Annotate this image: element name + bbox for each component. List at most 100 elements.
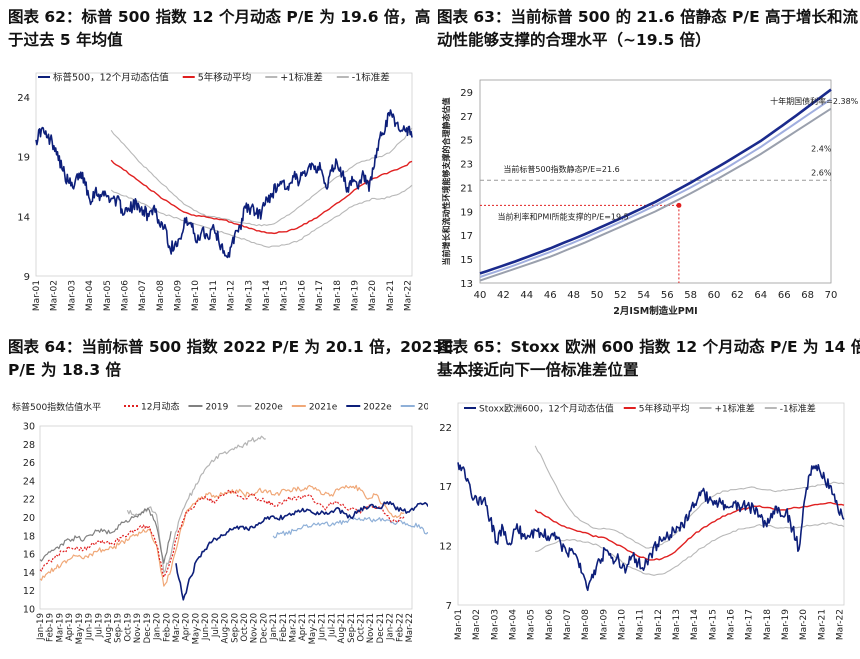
y-tick-label: 7 xyxy=(446,601,452,612)
x-tick-label: Oct-21 xyxy=(357,613,367,642)
x-tick-label: Jan-22 xyxy=(386,613,396,641)
x-tick-label: 56 xyxy=(661,290,674,301)
y-tick-label: 26 xyxy=(23,458,35,469)
x-tick-label: Nov-20 xyxy=(250,613,260,643)
y-tick-label: 12 xyxy=(439,542,452,553)
x-tick-label: Jul-21 xyxy=(327,613,337,638)
x-tick-label: May-19 xyxy=(75,613,85,644)
x-tick-label: Mar-10 xyxy=(191,280,201,311)
legend-entry: 2020e xyxy=(254,403,283,413)
x-tick-label: 54 xyxy=(637,290,650,301)
series-line xyxy=(479,107,832,282)
x-tick-label: Mar-22 xyxy=(405,613,415,642)
legend-entry: 标普500，12个月动态估值 xyxy=(53,72,169,84)
x-tick-label: Jun-19 xyxy=(85,613,95,641)
x-tick-label: Mar-16 xyxy=(726,609,736,640)
x-tick-label: Mar-01 xyxy=(454,609,464,640)
x-tick-label: 64 xyxy=(754,290,767,301)
series-line xyxy=(457,462,845,592)
x-tick-label: Jan-19 xyxy=(36,613,46,641)
x-tick-label: 50 xyxy=(591,290,604,301)
x-tick-label: 40 xyxy=(474,290,487,301)
legend-entry: -1标准差 xyxy=(780,403,816,415)
x-tick-label: Mar-04 xyxy=(85,280,95,311)
x-tick-label: 48 xyxy=(567,290,580,301)
x-tick-label: 46 xyxy=(544,290,557,301)
x-tick-label: Mar-17 xyxy=(745,609,755,640)
x-tick-label: Jan-20 xyxy=(153,613,163,641)
x-tick-label: Mar-09 xyxy=(599,609,609,640)
x-tick-label: Feb-20 xyxy=(162,613,172,642)
x-tick-label: Mar-15 xyxy=(280,280,290,311)
x-tick-label: Dec-19 xyxy=(143,613,153,643)
x-tick-label: Sep-20 xyxy=(230,613,240,643)
x-tick-label: Jan-21 xyxy=(269,613,279,641)
y-tick-label: 25 xyxy=(460,136,473,147)
annotation: 当前利率和PMI所能支撑的P/E=19.5 xyxy=(498,212,629,222)
x-tick-label: Aug-20 xyxy=(221,613,231,643)
legend-entry: 2023e xyxy=(418,403,428,413)
x-tick-label: Mar-03 xyxy=(67,280,77,311)
legend-entry: 5年移动平均 xyxy=(639,403,690,415)
x-tick-label: Mar-21 xyxy=(817,609,827,640)
plot-frame xyxy=(457,402,845,606)
annotation: 2.4% xyxy=(811,145,832,154)
y-tick-label: 19 xyxy=(17,153,30,164)
y-tick-label: 24 xyxy=(23,476,35,487)
plot-frame xyxy=(479,79,832,284)
chart-64-title-line2: P/E 为 18.3 倍 xyxy=(8,361,122,379)
x-tick-label: Mar-14 xyxy=(690,609,700,640)
y-tick-label: 12 xyxy=(23,586,35,597)
x-tick-label: Mar-10 xyxy=(617,609,627,640)
chart-65-title-line1: 图表 65：Stoxx 欧洲 600 指数 12 个月动态 P/E 为 14 倍… xyxy=(437,338,860,356)
x-tick-label: Mar-19 xyxy=(781,609,791,640)
y-tick-label: 20 xyxy=(23,513,35,524)
x-tick-label: Jun-20 xyxy=(201,613,211,641)
chart-65-plot: 7 12 17 22 Mar-01 Mar-02 Mar-03 Mar-04 Mar-05 Mar… xyxy=(439,402,845,641)
x-tick-label: Sep-19 xyxy=(114,613,124,643)
x-tick-label: 60 xyxy=(708,290,721,301)
x-tick-label: Mar-01 xyxy=(32,280,42,311)
x-axis-label: 2月ISM制造业PMI xyxy=(613,305,697,317)
annotation: 当前标普500指数静态P/E=21.6 xyxy=(503,164,619,174)
x-tick-label: Jun-21 xyxy=(318,613,328,641)
legend-entry: 5年移动平均 xyxy=(198,72,252,84)
x-tick-label: Mar-11 xyxy=(209,280,219,311)
x-tick-label: 70 xyxy=(825,290,838,301)
current-point-marker xyxy=(676,202,682,208)
x-tick-label: Mar-22 xyxy=(835,609,845,640)
y-tick-label: 29 xyxy=(460,88,473,99)
annotation: 十年期国债利率=2.38% xyxy=(770,96,859,106)
x-tick-label: Mar-16 xyxy=(297,280,307,311)
x-tick-label: Apr-20 xyxy=(182,613,192,641)
x-tick-label: 58 xyxy=(684,290,697,301)
x-tick-label: Mar-07 xyxy=(563,609,573,640)
x-tick-label: Mar-12 xyxy=(654,609,664,640)
x-tick-label: Aug-21 xyxy=(337,613,347,643)
y-tick-label: 14 xyxy=(17,212,30,223)
y-tick-label: 23 xyxy=(460,160,473,171)
x-tick-label: Mar-05 xyxy=(103,280,113,311)
x-tick-label: May-20 xyxy=(191,613,201,644)
x-tick-label: Mar-07 xyxy=(138,280,148,311)
x-tick-label: Mar-02 xyxy=(472,609,482,640)
x-tick-label: Mar-21 xyxy=(386,280,396,311)
chart-62-title-line2: 于过去 5 年均值 xyxy=(8,31,123,49)
series-line xyxy=(110,159,413,235)
legend-entry: 2022e xyxy=(363,403,392,413)
x-tick-label: Mar-22 xyxy=(404,280,414,311)
series-line xyxy=(39,484,405,587)
x-tick-label: Dec-21 xyxy=(376,613,386,643)
legend-entry: Stoxx欧洲600，12个月动态估值 xyxy=(479,403,614,415)
legend-entry: -1标准差 xyxy=(352,72,390,84)
x-tick-label: Apr-21 xyxy=(298,613,308,641)
x-tick-label: Mar-11 xyxy=(636,609,646,640)
x-tick-label: Mar-18 xyxy=(763,609,773,640)
x-tick-label: Sep-21 xyxy=(347,613,357,643)
x-tick-label: 42 xyxy=(497,290,510,301)
y-tick-label: 17 xyxy=(439,482,452,493)
y-tick-label: 30 xyxy=(23,422,35,433)
chart-64-title-line1: 图表 64：当前标普 500 指数 2022 P/E 为 20.1 倍，2023… xyxy=(8,338,454,356)
x-tick-label: 52 xyxy=(614,290,627,301)
